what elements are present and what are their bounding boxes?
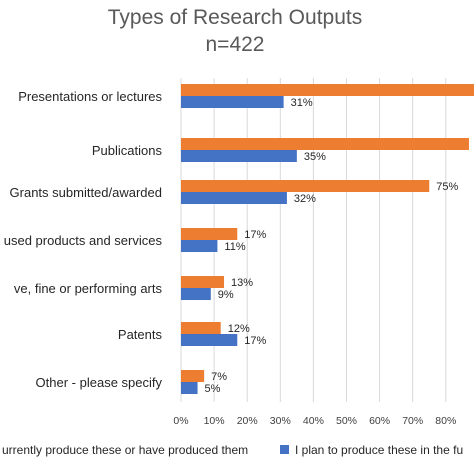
category-label: used products and services bbox=[4, 233, 163, 248]
bar-plan bbox=[181, 150, 297, 162]
x-tick-labels: 0%10%20%30%40%50%60%70%80%9 bbox=[173, 415, 456, 427]
bar-current bbox=[181, 322, 221, 334]
data-label: 75% bbox=[436, 181, 458, 193]
x-tick-label: 80% bbox=[435, 415, 456, 427]
x-tick-label: 10% bbox=[204, 415, 225, 427]
x-tick-label: 60% bbox=[369, 415, 390, 427]
x-tick-label: 0% bbox=[173, 415, 188, 427]
x-tick-label: 30% bbox=[270, 415, 291, 427]
bar-plan bbox=[181, 382, 198, 394]
data-label: 7% bbox=[211, 371, 227, 383]
bar-plan bbox=[181, 240, 218, 252]
bar-plan bbox=[181, 334, 238, 346]
data-label: 32% bbox=[294, 193, 316, 205]
bar-plan bbox=[181, 288, 211, 300]
data-label: 31% bbox=[291, 97, 313, 109]
bar-current bbox=[181, 370, 205, 382]
bar-current bbox=[181, 276, 225, 288]
bar-plan bbox=[181, 192, 287, 204]
bar-current bbox=[181, 180, 430, 192]
data-label: 11% bbox=[224, 241, 245, 253]
data-label: 9% bbox=[218, 289, 234, 301]
category-labels: Presentations or lectures Publications Gra… bbox=[4, 89, 163, 390]
bar-current bbox=[181, 138, 469, 150]
legend-label-current: urrently produce these or have produced … bbox=[2, 443, 248, 457]
x-tick-label: 70% bbox=[402, 415, 423, 427]
chart-subtitle: n=422 bbox=[206, 33, 265, 56]
bar-plan bbox=[181, 96, 284, 108]
bar-current bbox=[181, 228, 238, 240]
category-label: ve, fine or performing arts bbox=[14, 281, 163, 296]
category-label: Grants submitted/awarded bbox=[10, 185, 162, 200]
data-label: 12% bbox=[228, 323, 250, 335]
x-tick-label: 20% bbox=[237, 415, 258, 427]
category-label: Publications bbox=[92, 143, 163, 158]
legend: urrently produce these or have produced … bbox=[2, 443, 463, 457]
data-labels: 75% 17% 13% 12% 7% 31% 35% 32% 11% 9% 17% 5% bbox=[205, 97, 459, 395]
data-label: 17% bbox=[244, 229, 266, 241]
data-label: 17% bbox=[244, 335, 266, 347]
data-label: 13% bbox=[231, 277, 253, 289]
category-label: Patents bbox=[118, 327, 163, 342]
category-label: Presentations or lectures bbox=[18, 89, 162, 104]
gridlines bbox=[180, 78, 447, 402]
bar-current bbox=[181, 84, 474, 96]
data-label: 5% bbox=[205, 383, 221, 395]
chart-title: Types of Research Outputs bbox=[108, 6, 362, 29]
legend-swatch-plan bbox=[280, 445, 289, 454]
category-label: Other - please specify bbox=[36, 375, 163, 390]
data-label: 35% bbox=[304, 151, 326, 163]
bars bbox=[181, 84, 474, 394]
x-tick-label: 40% bbox=[303, 415, 324, 427]
legend-label-plan: I plan to produce these in the fu bbox=[295, 443, 463, 457]
x-tick-label: 50% bbox=[336, 415, 357, 427]
